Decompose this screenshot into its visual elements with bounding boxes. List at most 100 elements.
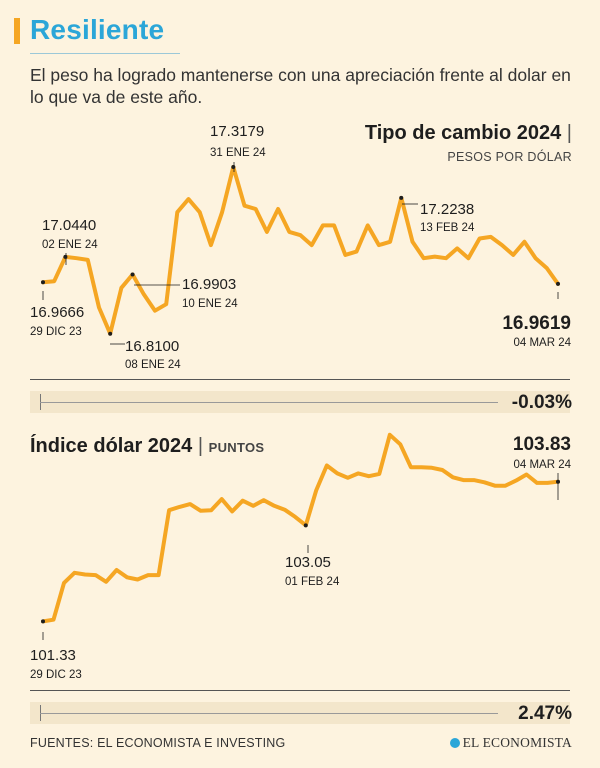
page-subtitle: El peso ha logrado mantenerse con una ap… <box>30 65 571 107</box>
chart2-annotation-value: 103.83 <box>513 434 571 455</box>
chart2-data-point <box>210 509 212 512</box>
chart1-data-point <box>143 293 145 296</box>
chart1-annotation-marker <box>41 280 45 285</box>
chart1-data-point <box>501 244 503 246</box>
chart2-data-point <box>63 582 65 584</box>
chart2-data-point <box>473 479 475 481</box>
chart2-title-separator: | <box>197 435 209 457</box>
chart2-annotation-date: 29 DIC 23 <box>30 669 82 681</box>
chart2-data-point <box>389 434 391 436</box>
chart2-data-point <box>220 498 223 500</box>
chart1-annotation-value: 17.0440 <box>42 217 96 234</box>
chart2-data-point <box>410 466 412 469</box>
chart2-data-point <box>73 572 76 574</box>
chart2-data-point <box>241 499 244 502</box>
chart1-annotation-value: 17.3179 <box>210 123 264 140</box>
chart1-change-bar <box>30 391 570 413</box>
chart2-change-bar <box>30 702 570 724</box>
chart2-change-value: 2.47% <box>518 703 572 724</box>
chart1-data-point <box>221 211 223 213</box>
chart1-title: Tipo de cambio 2024 <box>364 122 562 144</box>
chart1-annotation-value: 16.8100 <box>125 338 179 355</box>
chart2-data-point <box>483 481 486 484</box>
chart2-annotation-date: 04 MAR 24 <box>513 459 571 471</box>
title-accent-bar <box>14 18 20 44</box>
chart2-annotation-marker <box>303 523 308 528</box>
chart1-title-separator: | <box>566 122 572 144</box>
chart2-data-point <box>399 443 402 446</box>
chart2-data-point <box>105 581 107 583</box>
chart1-data-point <box>456 247 459 250</box>
chart2-data-point <box>431 467 433 469</box>
chart1-data-point <box>198 211 201 213</box>
chart2-data-point <box>52 618 55 621</box>
chart2-data-point <box>115 569 118 571</box>
chart1-data-point <box>322 224 324 227</box>
chart1-annotation-marker <box>108 331 113 336</box>
chart1-data-point <box>534 257 537 260</box>
chart2-data-point <box>420 466 423 469</box>
chart1-data-point <box>243 204 246 207</box>
chart2-data-point <box>189 503 191 505</box>
chart1-annotation-marker <box>399 195 404 200</box>
chart2-data-point <box>231 510 233 513</box>
chart1-data-point <box>422 257 425 260</box>
chart2-data-point <box>294 516 297 518</box>
chart1-data-point <box>288 231 291 233</box>
sources-footer: FUENTES: EL ECONOMISTA E INVESTING <box>30 736 286 750</box>
chart1-unit: PESOS POR DÓLAR <box>447 150 572 164</box>
chart2-data-point <box>525 473 528 476</box>
chart1-data-point <box>98 306 100 309</box>
chart2-data-point <box>441 469 444 471</box>
chart1-data-point <box>75 257 78 260</box>
chart2-divider <box>30 690 570 691</box>
chart2-data-point <box>536 482 538 484</box>
chart1-annotation-marker <box>556 281 560 286</box>
chart1-change-value: -0.03% <box>511 392 572 413</box>
chart1-annotation-marker <box>231 164 236 169</box>
title-underline <box>30 53 180 54</box>
chart1-annotation-date: 04 MAR 24 <box>513 337 571 349</box>
chart2-annotation-date: 01 FEB 24 <box>285 576 340 588</box>
chart1-data-point <box>187 198 190 200</box>
chart2-unit: PUNTOS <box>208 440 265 455</box>
chart2-data-point <box>262 499 265 502</box>
chart1-data-point <box>210 244 212 246</box>
chart1-data-point <box>546 267 548 269</box>
chart2-data-point <box>315 489 318 491</box>
chart1-data-point <box>366 224 369 227</box>
chart1-data-point <box>467 257 470 260</box>
chart2-data-point <box>147 574 149 576</box>
chart1-annotation-value: 16.9903 <box>182 276 236 293</box>
chart1-data-point <box>512 254 514 256</box>
chart1-data-point <box>445 257 447 260</box>
chart2-data-point <box>199 510 202 512</box>
chart1-divider <box>30 379 570 380</box>
chart1-data-point <box>176 211 179 213</box>
chart1-data-point <box>254 208 257 210</box>
chart1-data-point <box>53 280 55 283</box>
chart2-data-point <box>94 574 97 576</box>
chart2-data-point <box>336 472 339 475</box>
chart2-annotation-value: 103.05 <box>285 554 331 571</box>
chart1-data-point <box>266 231 268 233</box>
chart1-data-point <box>389 241 391 243</box>
chart1-annotation-marker <box>130 272 135 277</box>
chart2-title: Índice dólar 2024 <box>30 435 193 457</box>
chart1-data-point <box>299 234 302 236</box>
chart1-data-point <box>411 241 414 243</box>
chart2-data-point <box>368 475 370 478</box>
chart1-title-wrap: Tipo de cambio 2024 | <box>365 122 572 145</box>
chart1-annotation-date: 13 FEB 24 <box>420 222 475 234</box>
chart1-data-point <box>490 236 492 238</box>
chart1-data-point <box>165 303 167 306</box>
chart1-data-point <box>333 224 335 227</box>
chart1-data-point <box>434 255 436 258</box>
chart2-data-point <box>168 509 170 512</box>
chart1-data-point <box>355 250 358 253</box>
chart1-data-point <box>120 287 123 289</box>
chart2-data-point <box>347 477 349 479</box>
brand-name: EL ECONOMISTA <box>462 735 572 750</box>
chart1-annotation-date: 31 ENE 24 <box>210 147 266 159</box>
